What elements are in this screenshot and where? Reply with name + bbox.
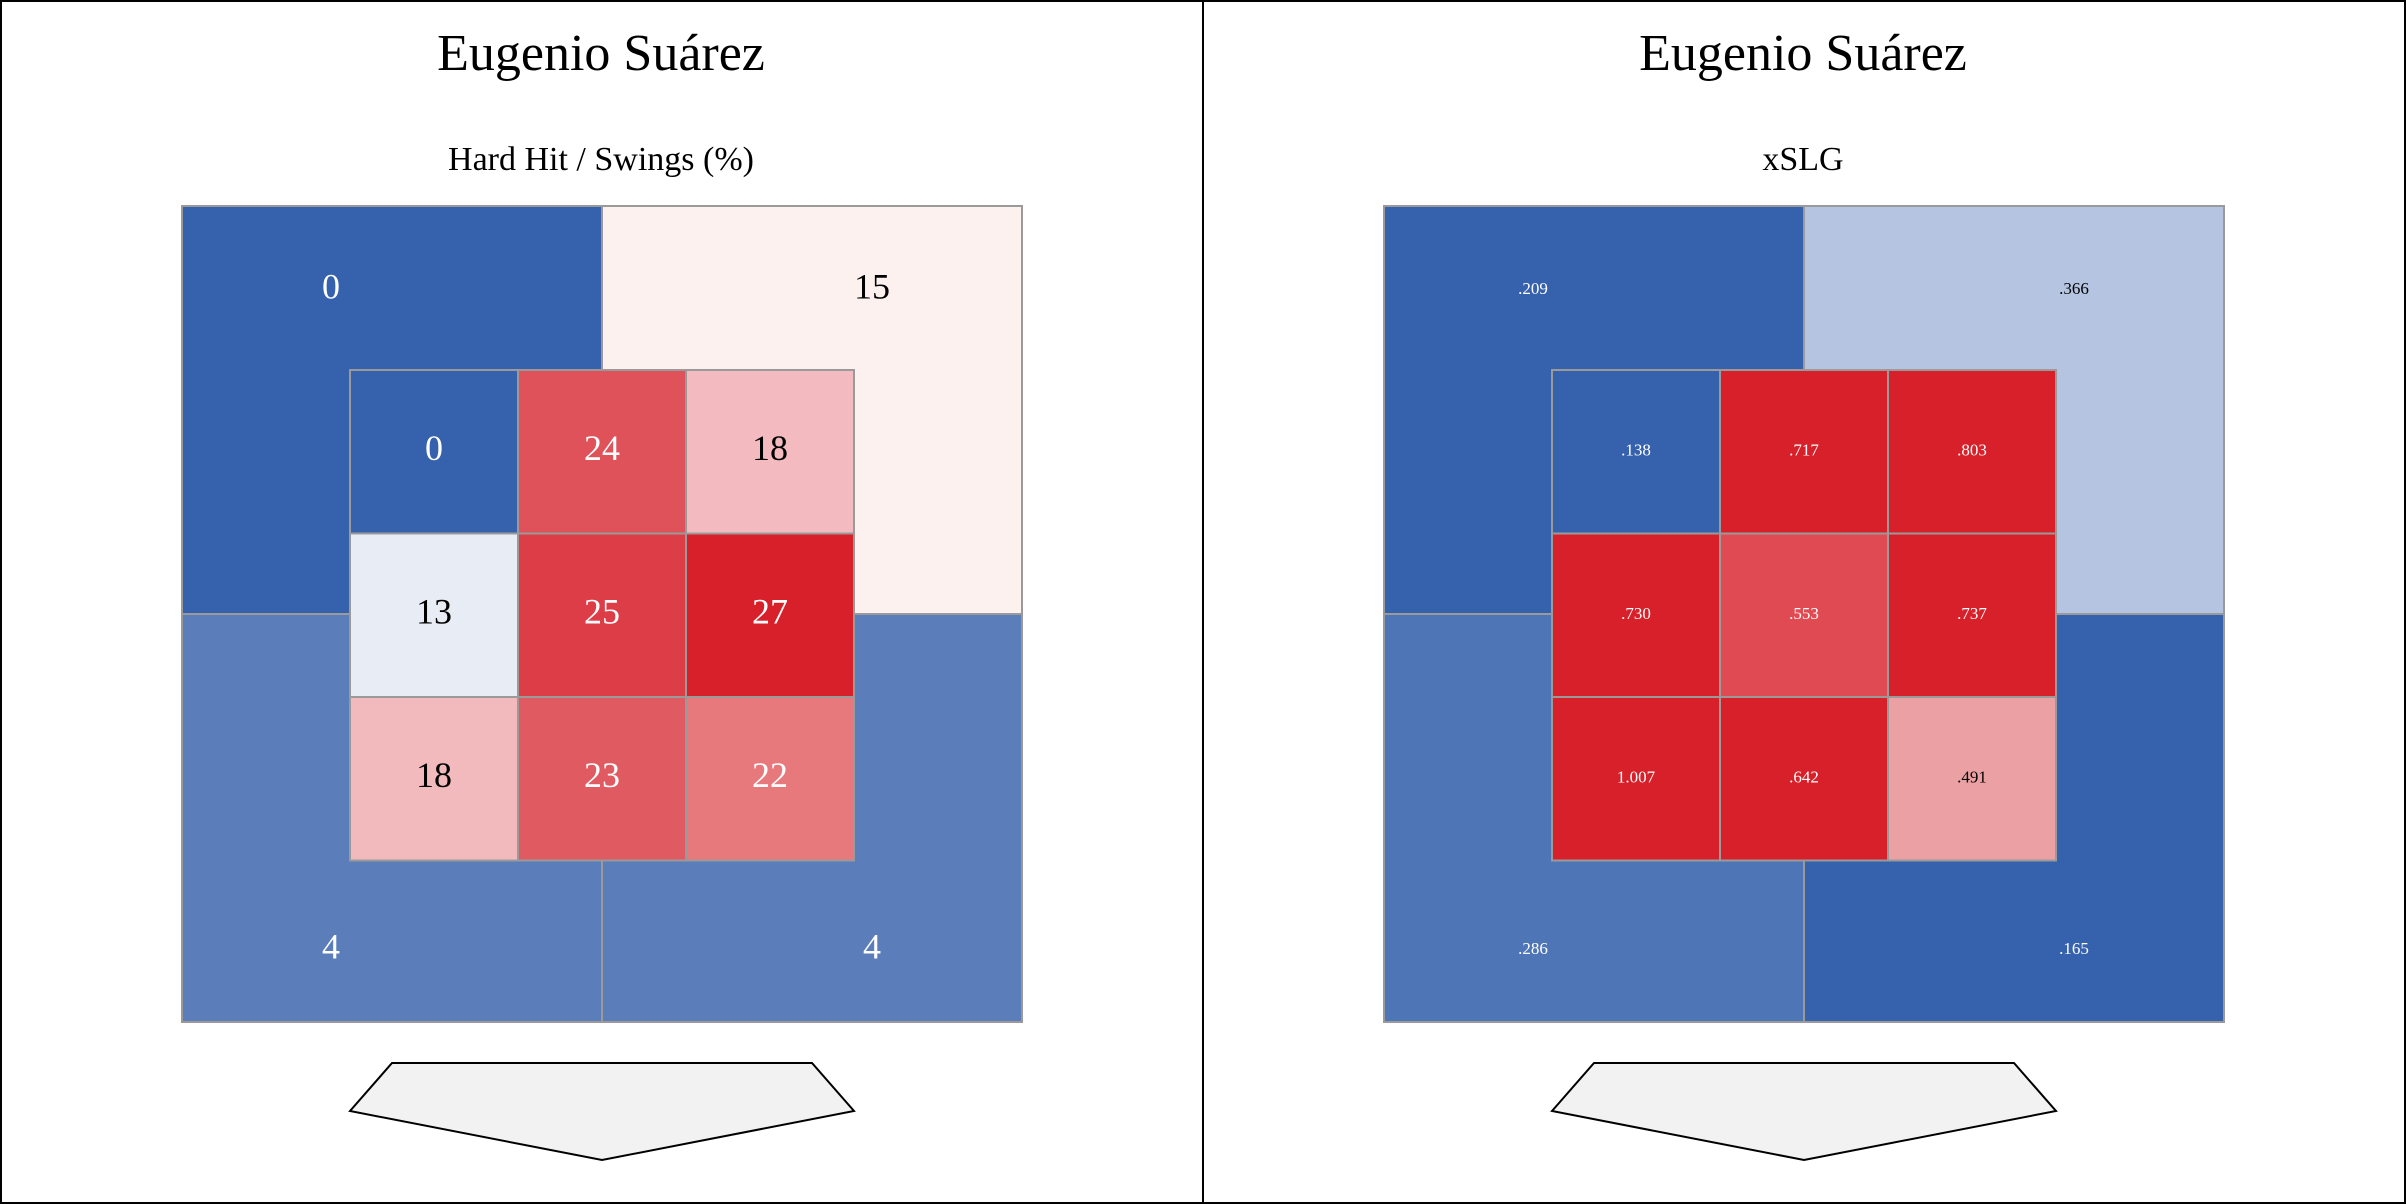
zone-cell-label: 23 <box>584 755 620 795</box>
zone-cell-label: 22 <box>752 755 788 795</box>
zone-cell <box>349 369 519 535</box>
zone-cell-label: .803 <box>1957 441 1987 460</box>
chart-title: Eugenio Suárez <box>437 25 765 82</box>
zone-cell <box>1719 532 1889 698</box>
outer-zone-label: .209 <box>1518 279 1548 298</box>
zone-cell-label: 25 <box>584 592 620 632</box>
zone-cell <box>517 369 687 535</box>
zone-cell-label: .491 <box>1957 768 1987 787</box>
home-plate <box>1550 1062 2058 1162</box>
chart-subtitle: Hard Hit / Swings (%) <box>448 141 754 178</box>
zone-cell-label: .138 <box>1621 441 1651 460</box>
outer-zone-label: 4 <box>863 926 881 966</box>
outer-zone-label: .286 <box>1518 939 1548 958</box>
zone-cell-label: .730 <box>1621 604 1651 623</box>
zone-cell-label: .553 <box>1789 604 1819 623</box>
zone-cell-label: 0 <box>425 428 443 468</box>
home-plate <box>348 1062 856 1162</box>
zone-cell <box>1719 696 1889 862</box>
zone-cell <box>1887 696 2057 862</box>
zone-cell <box>1719 369 1889 535</box>
zone-cell-label: 18 <box>752 428 788 468</box>
zone-cell-label: 27 <box>752 592 788 632</box>
zone-cell-label: .717 <box>1789 441 1819 460</box>
zone-cell <box>1551 369 1721 535</box>
outer-zone-label: 15 <box>854 266 890 306</box>
panel-divider <box>1202 0 1204 1204</box>
zone-cell <box>349 532 519 698</box>
zone-cell-label: 1.007 <box>1617 768 1656 787</box>
zone-cell <box>1887 532 2057 698</box>
chart-panel-2: Eugenio Suárez xSLG .209 .366 .286 .165 .138 .7… <box>1383 25 2225 1162</box>
chart-title: Eugenio Suárez <box>1639 25 1967 82</box>
zone-cell-label: .642 <box>1789 768 1819 787</box>
outer-zone-label: .165 <box>2059 939 2089 958</box>
chart-subtitle: xSLG <box>1762 141 1843 178</box>
zone-cell <box>1887 369 2057 535</box>
zone-cell <box>517 696 687 862</box>
zone-cell-label: .737 <box>1957 604 1987 623</box>
outer-zone-label: .366 <box>2059 279 2089 298</box>
zone-cell <box>685 696 855 862</box>
zone-cell <box>349 696 519 862</box>
zone-cell <box>517 532 687 698</box>
outer-zone-label: 4 <box>322 926 340 966</box>
outer-zone-label: 0 <box>322 266 340 306</box>
chart-panel-1: Eugenio Suárez Hard Hit / Swings (%) 0 15 4 4… <box>181 25 1023 1162</box>
zone-cell-label: 18 <box>416 755 452 795</box>
zone-cell-label: 13 <box>416 592 452 632</box>
zone-cell-label: 24 <box>584 428 620 468</box>
zone-cell <box>685 369 855 535</box>
zone-cell <box>1551 696 1721 862</box>
